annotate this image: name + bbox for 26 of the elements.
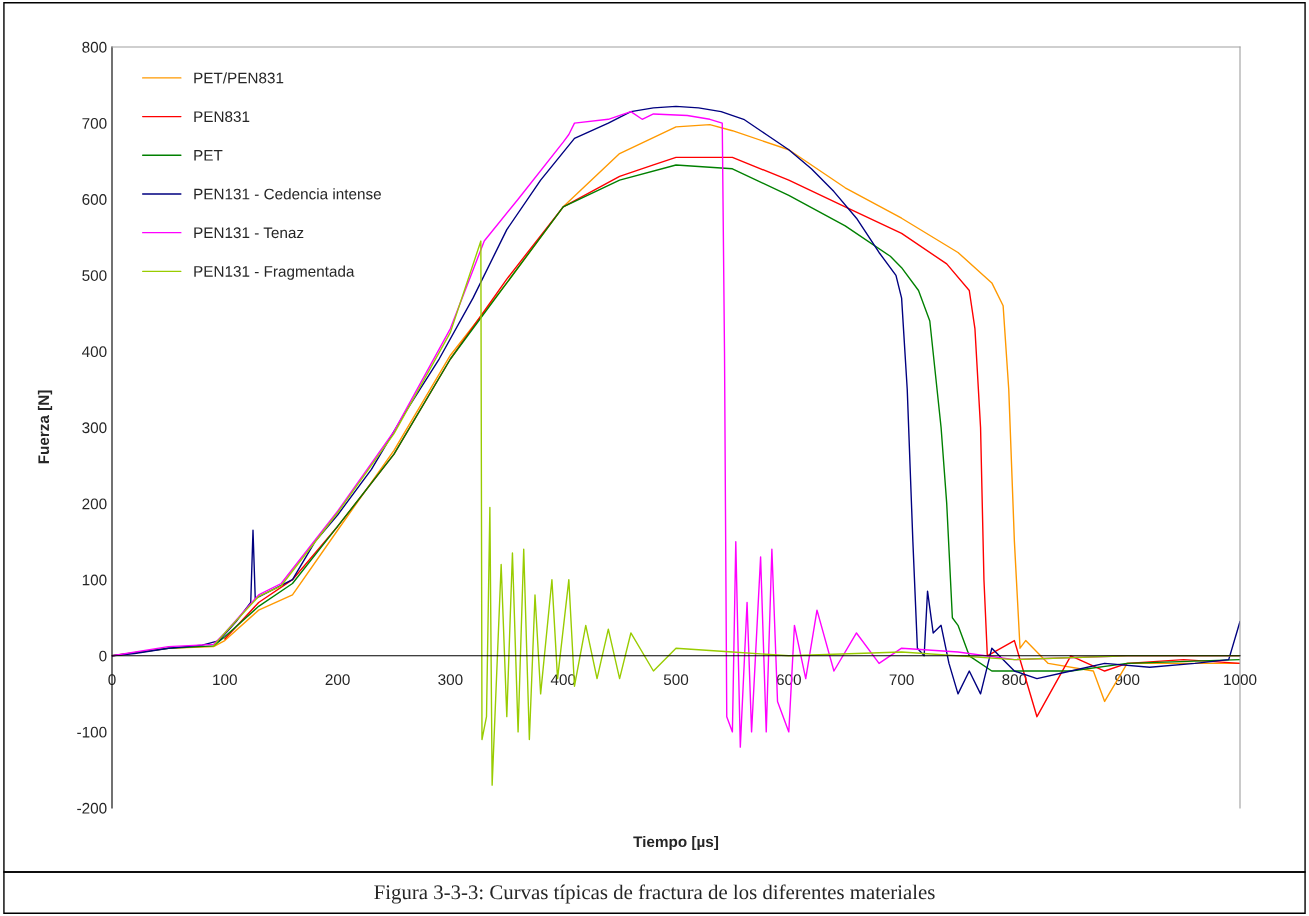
legend-label: PET/PEN831	[194, 72, 284, 84]
y-axis-title: Fuerza [N]	[37, 390, 53, 464]
legend-label: PET	[194, 150, 223, 161]
legend-label: PEN131 - Tenaz	[194, 227, 304, 239]
x-tick-label: 100	[213, 674, 237, 686]
y-tick-label: 100	[82, 574, 107, 586]
y-tick-label: -100	[77, 726, 107, 738]
y-tick-label: -200	[77, 802, 107, 814]
y-tick-label: 500	[82, 270, 107, 281]
legend-label: PEN131 - Cedencia intense	[194, 188, 381, 200]
text: Figura 3-3-3: Curvas típicas de fractura de los diferentes materiales	[374, 884, 935, 904]
x-tick-label: 1000	[1224, 674, 1257, 686]
x-tick-label: 300	[438, 674, 463, 686]
y-tick-label: 800	[82, 41, 107, 53]
legend-label: PEN131 - Fragmentada	[194, 265, 355, 280]
x-tick-label: 200	[325, 674, 350, 686]
x-tick-label: 700	[889, 674, 914, 686]
y-tick-label: 700	[82, 117, 107, 129]
x-axis-title: Tiempo [µs]	[633, 835, 719, 851]
y-tick-label: 600	[82, 194, 107, 205]
y-tick-label: 200	[82, 498, 107, 510]
y-tick-label: 400	[82, 346, 107, 358]
x-tick-label: 500	[663, 674, 689, 686]
legend-label: PEN831	[194, 111, 250, 123]
y-tick-label: 300	[82, 422, 107, 434]
y-tick-label: 0	[99, 650, 107, 662]
